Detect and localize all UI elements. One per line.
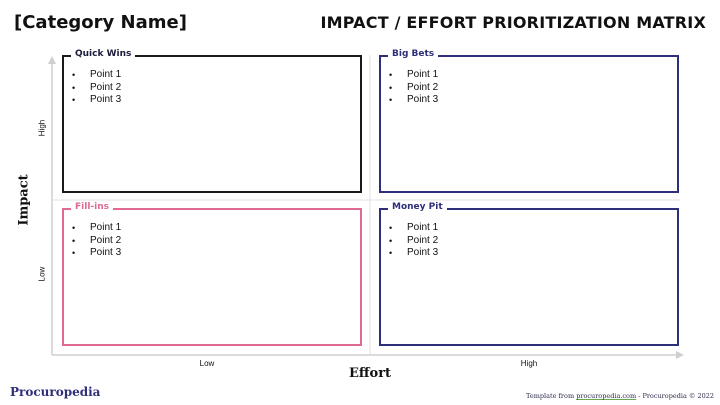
effort-high-label: High	[520, 359, 538, 368]
list-item: Point 3	[72, 247, 121, 260]
list-item: Point 2	[389, 235, 438, 248]
list-item: Point 3	[389, 94, 438, 107]
category-name-title: [Category Name]	[14, 12, 187, 33]
x-axis-arrow	[676, 351, 684, 359]
effort-axis-title: Effort	[348, 366, 392, 381]
y-axis-arrow	[48, 56, 56, 64]
impact-low-label: Low	[37, 266, 47, 282]
fill-ins-list: Point 1 Point 2 Point 3	[72, 222, 121, 260]
quadrant-money-pit: Money Pit Point 1 Point 2 Point 3	[379, 202, 679, 346]
quadrant-fill-ins: Fill-ins Point 1 Point 2 Point 3	[62, 202, 362, 346]
quick-wins-list: Point 1 Point 2 Point 3	[72, 69, 121, 107]
matrix-title: IMPACT / EFFORT PRIORITIZATION MATRIX	[320, 13, 706, 32]
effort-low-label: Low	[199, 359, 215, 368]
list-item: Point 3	[389, 247, 438, 260]
footer-prefix: Template from	[526, 392, 577, 400]
big-bets-label: Big Bets	[388, 49, 439, 59]
footer-suffix: - Procuropedia © 2022	[636, 392, 714, 400]
quick-wins-label: Quick Wins	[71, 49, 136, 59]
list-item: Point 2	[389, 82, 438, 95]
fill-ins-label: Fill-ins	[71, 202, 113, 212]
footer-link[interactable]: procuropedia.com	[576, 392, 637, 400]
footer-credit: Template from procuropedia.com - Procuro…	[526, 392, 714, 400]
list-item: Point 1	[72, 69, 121, 82]
list-item: Point 3	[72, 94, 121, 107]
quadrant-quick-wins: Quick Wins Point 1 Point 2 Point 3	[62, 49, 362, 193]
list-item: Point 2	[72, 82, 121, 95]
impact-axis-title: Impact	[16, 174, 32, 226]
quadrant-big-bets: Big Bets Point 1 Point 2 Point 3	[379, 49, 679, 193]
big-bets-list: Point 1 Point 2 Point 3	[389, 69, 438, 107]
list-item: Point 1	[72, 222, 121, 235]
procuropedia-logo: Procuropedia	[10, 385, 101, 399]
list-item: Point 1	[389, 69, 438, 82]
list-item: Point 1	[389, 222, 438, 235]
impact-high-label: High	[37, 119, 47, 137]
money-pit-list: Point 1 Point 2 Point 3	[389, 222, 438, 260]
list-item: Point 2	[72, 235, 121, 248]
money-pit-label: Money Pit	[388, 202, 447, 212]
